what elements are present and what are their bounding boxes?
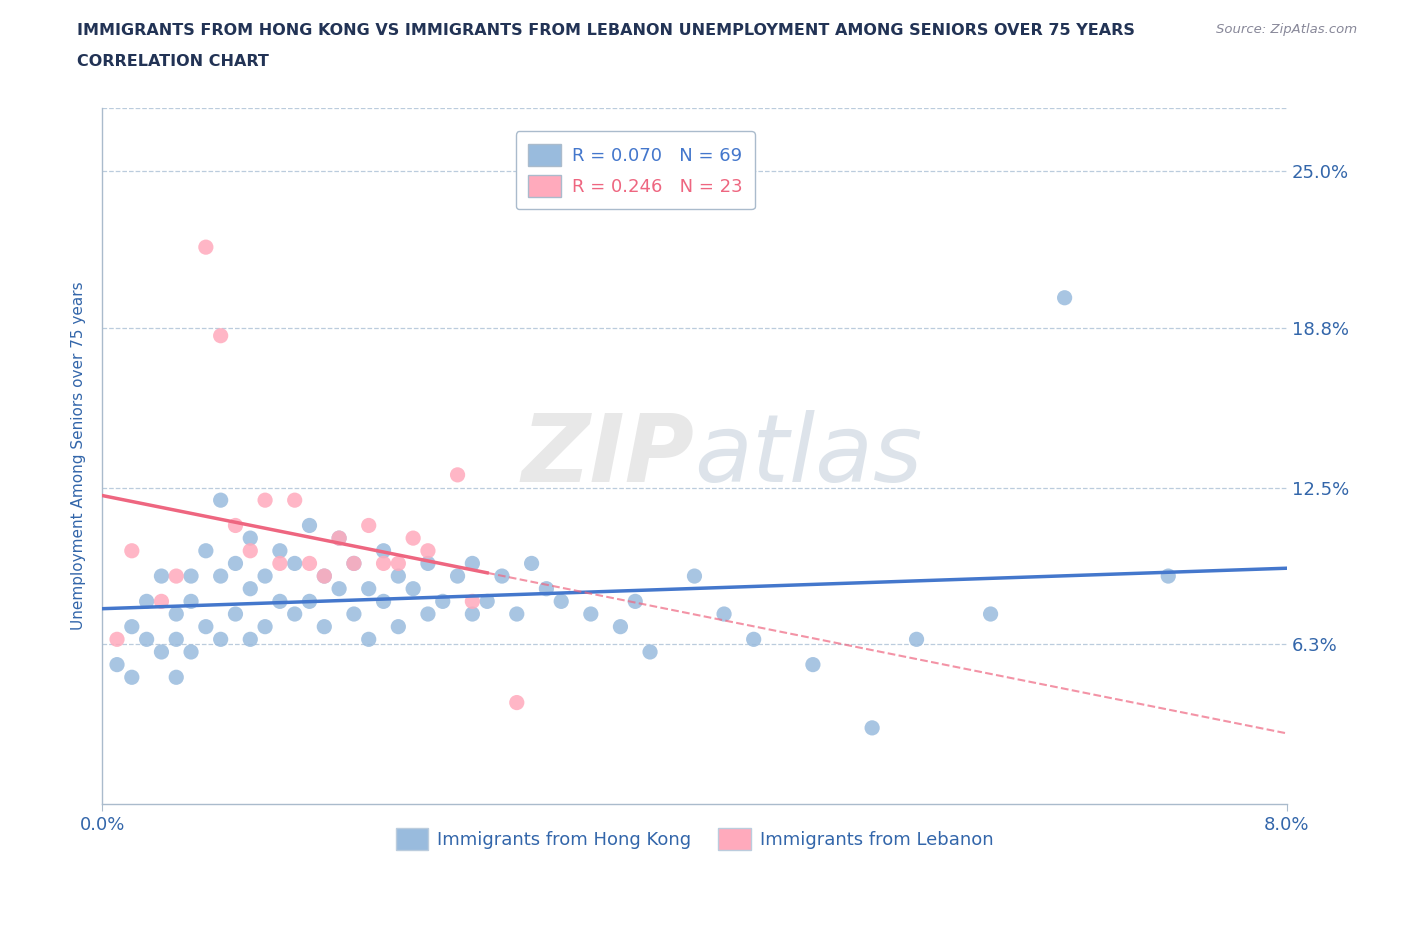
Text: IMMIGRANTS FROM HONG KONG VS IMMIGRANTS FROM LEBANON UNEMPLOYMENT AMONG SENIORS : IMMIGRANTS FROM HONG KONG VS IMMIGRANTS … xyxy=(77,23,1135,38)
Point xyxy=(254,568,277,583)
Point xyxy=(475,594,498,609)
Point xyxy=(209,493,232,508)
Point xyxy=(432,594,454,609)
Point xyxy=(105,631,128,646)
Point xyxy=(239,581,262,596)
Point xyxy=(269,594,291,609)
Point xyxy=(328,531,350,546)
Point xyxy=(121,619,143,634)
Point xyxy=(239,631,262,646)
Point xyxy=(373,556,395,571)
Point xyxy=(180,594,202,609)
Point xyxy=(180,568,202,583)
Point xyxy=(224,518,246,533)
Point xyxy=(860,721,883,736)
Point xyxy=(461,606,484,621)
Point xyxy=(150,644,173,659)
Point xyxy=(135,631,157,646)
Point xyxy=(314,568,336,583)
Point xyxy=(536,581,558,596)
Point xyxy=(209,631,232,646)
Point xyxy=(328,531,350,546)
Point xyxy=(165,631,187,646)
Point xyxy=(416,556,439,571)
Point xyxy=(254,619,277,634)
Point xyxy=(461,556,484,571)
Point xyxy=(165,606,187,621)
Point xyxy=(254,493,277,508)
Point xyxy=(269,556,291,571)
Point xyxy=(446,568,468,583)
Point xyxy=(713,606,735,621)
Point xyxy=(298,518,321,533)
Text: CORRELATION CHART: CORRELATION CHART xyxy=(77,54,269,69)
Point xyxy=(194,543,217,558)
Point xyxy=(314,619,336,634)
Point xyxy=(609,619,631,634)
Point xyxy=(506,695,529,710)
Point xyxy=(194,619,217,634)
Point xyxy=(284,606,307,621)
Point xyxy=(343,606,366,621)
Point xyxy=(165,568,187,583)
Y-axis label: Unemployment Among Seniors over 75 years: Unemployment Among Seniors over 75 years xyxy=(72,282,86,631)
Point xyxy=(980,606,1002,621)
Point xyxy=(416,606,439,621)
Point xyxy=(284,556,307,571)
Point xyxy=(209,328,232,343)
Point xyxy=(491,568,513,583)
Point xyxy=(1053,290,1076,305)
Point xyxy=(550,594,572,609)
Point xyxy=(224,606,246,621)
Point xyxy=(180,644,202,659)
Point xyxy=(905,631,928,646)
Text: atlas: atlas xyxy=(695,410,922,501)
Point xyxy=(357,631,380,646)
Point xyxy=(387,568,409,583)
Point xyxy=(239,531,262,546)
Point xyxy=(105,658,128,672)
Point xyxy=(135,594,157,609)
Point xyxy=(150,568,173,583)
Point xyxy=(269,543,291,558)
Point xyxy=(357,581,380,596)
Point xyxy=(520,556,543,571)
Point xyxy=(1157,568,1180,583)
Point xyxy=(683,568,706,583)
Point xyxy=(624,594,647,609)
Point xyxy=(343,556,366,571)
Point xyxy=(298,594,321,609)
Point xyxy=(343,556,366,571)
Point xyxy=(314,568,336,583)
Point xyxy=(224,556,246,571)
Point xyxy=(461,594,484,609)
Point xyxy=(121,543,143,558)
Point xyxy=(284,493,307,508)
Point xyxy=(209,568,232,583)
Point xyxy=(742,631,765,646)
Legend: Immigrants from Hong Kong, Immigrants from Lebanon: Immigrants from Hong Kong, Immigrants fr… xyxy=(388,821,1001,857)
Point xyxy=(801,658,824,672)
Point xyxy=(373,543,395,558)
Point xyxy=(638,644,661,659)
Point xyxy=(416,543,439,558)
Text: Source: ZipAtlas.com: Source: ZipAtlas.com xyxy=(1216,23,1357,36)
Point xyxy=(194,240,217,255)
Point xyxy=(150,594,173,609)
Point xyxy=(239,543,262,558)
Point xyxy=(165,670,187,684)
Point xyxy=(357,518,380,533)
Point xyxy=(121,670,143,684)
Point xyxy=(506,606,529,621)
Point xyxy=(387,619,409,634)
Point xyxy=(373,594,395,609)
Text: ZIP: ZIP xyxy=(522,410,695,502)
Point xyxy=(402,531,425,546)
Point xyxy=(402,581,425,596)
Point xyxy=(446,468,468,483)
Point xyxy=(579,606,602,621)
Point xyxy=(387,556,409,571)
Point xyxy=(328,581,350,596)
Point xyxy=(298,556,321,571)
